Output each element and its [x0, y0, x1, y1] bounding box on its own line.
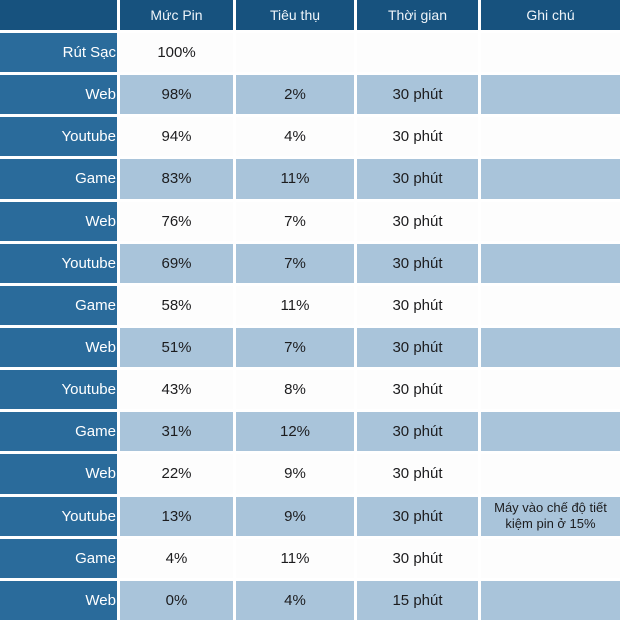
cell-thoi-gian: 30 phút [357, 75, 478, 115]
cell-thoi-gian [357, 33, 478, 73]
cell-tieu-thu: 4% [236, 580, 354, 620]
row-label: Game [0, 159, 117, 199]
cell-muc-pin: 22% [120, 454, 233, 494]
cell-thoi-gian: 15 phút [357, 580, 478, 620]
cell-tieu-thu: 11% [236, 538, 354, 578]
cell-ghi-chu [481, 75, 620, 115]
row-label: Youtube [0, 117, 117, 157]
cell-muc-pin: 4% [120, 538, 233, 578]
cell-thoi-gian: 30 phút [357, 370, 478, 410]
table-row: Game 4% 11% 30 phút [0, 538, 620, 578]
cell-ghi-chu [481, 201, 620, 241]
row-label: Web [0, 75, 117, 115]
cell-tieu-thu: 11% [236, 285, 354, 325]
table-row: Web 0% 4% 15 phút [0, 580, 620, 620]
table-row: Rút Sạc 100% [0, 33, 620, 73]
cell-ghi-chu [481, 327, 620, 368]
cell-ghi-chu [481, 159, 620, 199]
col-header-thoi-gian: Thời gian [357, 0, 478, 30]
table-row: Web 22% 9% 30 phút [0, 454, 620, 494]
table-row: Game 31% 12% 30 phút [0, 412, 620, 452]
cell-ghi-chu [481, 454, 620, 494]
cell-muc-pin: 83% [120, 159, 233, 199]
cell-thoi-gian: 30 phút [357, 327, 478, 368]
cell-tieu-thu: 11% [236, 159, 354, 199]
cell-ghi-chu [481, 33, 620, 73]
cell-thoi-gian: 30 phút [357, 285, 478, 325]
cell-thoi-gian: 30 phút [357, 159, 478, 199]
cell-ghi-chu: Máy vào chế độ tiết kiệm pin ở 15% [481, 496, 620, 536]
cell-muc-pin: 98% [120, 75, 233, 115]
cell-thoi-gian: 30 phút [357, 117, 478, 157]
cell-muc-pin: 69% [120, 243, 233, 283]
cell-muc-pin: 31% [120, 412, 233, 452]
row-label: Web [0, 580, 117, 620]
row-label: Web [0, 454, 117, 494]
cell-tieu-thu: 7% [236, 243, 354, 283]
col-header-tieu-thu: Tiêu thụ [236, 0, 354, 30]
cell-thoi-gian: 30 phút [357, 243, 478, 283]
cell-tieu-thu: 8% [236, 370, 354, 410]
table-row: Game 58% 11% 30 phút [0, 285, 620, 325]
cell-ghi-chu [481, 580, 620, 620]
row-label: Youtube [0, 243, 117, 283]
cell-thoi-gian: 30 phút [357, 538, 478, 578]
cell-tieu-thu [236, 33, 354, 73]
table-row: Web 98% 2% 30 phút [0, 75, 620, 115]
cell-muc-pin: 76% [120, 201, 233, 241]
cell-thoi-gian: 30 phút [357, 496, 478, 536]
table-row: Youtube 69% 7% 30 phút [0, 243, 620, 283]
cell-ghi-chu [481, 538, 620, 578]
row-label: Rút Sạc [0, 33, 117, 73]
cell-ghi-chu [481, 370, 620, 410]
table-row: Youtube 94% 4% 30 phút [0, 117, 620, 157]
cell-thoi-gian: 30 phút [357, 454, 478, 494]
cell-ghi-chu [481, 117, 620, 157]
cell-ghi-chu [481, 285, 620, 325]
table-row: Youtube 13% 9% 30 phút Máy vào chế độ ti… [0, 496, 620, 536]
row-label: Youtube [0, 496, 117, 536]
table-header-row: Mức Pin Tiêu thụ Thời gian Ghi chú [0, 0, 620, 30]
cell-muc-pin: 58% [120, 285, 233, 325]
cell-ghi-chu [481, 243, 620, 283]
row-label: Game [0, 412, 117, 452]
table-row: Youtube 43% 8% 30 phút [0, 370, 620, 410]
cell-tieu-thu: 9% [236, 496, 354, 536]
table-row: Web 51% 7% 30 phút [0, 327, 620, 368]
row-label: Web [0, 327, 117, 368]
cell-tieu-thu: 12% [236, 412, 354, 452]
cell-muc-pin: 13% [120, 496, 233, 536]
row-label: Game [0, 538, 117, 578]
table-row: Game 83% 11% 30 phút [0, 159, 620, 199]
cell-muc-pin: 43% [120, 370, 233, 410]
cell-thoi-gian: 30 phút [357, 412, 478, 452]
row-label: Web [0, 201, 117, 241]
table-row: Web 76% 7% 30 phút [0, 201, 620, 241]
cell-tieu-thu: 7% [236, 201, 354, 241]
cell-tieu-thu: 7% [236, 327, 354, 368]
row-label: Game [0, 285, 117, 325]
col-header-blank [0, 0, 117, 30]
cell-muc-pin: 94% [120, 117, 233, 157]
cell-thoi-gian: 30 phút [357, 201, 478, 241]
col-header-ghi-chu: Ghi chú [481, 0, 620, 30]
cell-ghi-chu [481, 412, 620, 452]
cell-muc-pin: 0% [120, 580, 233, 620]
row-label: Youtube [0, 370, 117, 410]
cell-tieu-thu: 9% [236, 454, 354, 494]
cell-tieu-thu: 4% [236, 117, 354, 157]
col-header-muc-pin: Mức Pin [120, 0, 233, 30]
cell-muc-pin: 100% [120, 33, 233, 73]
cell-muc-pin: 51% [120, 327, 233, 368]
cell-tieu-thu: 2% [236, 75, 354, 115]
